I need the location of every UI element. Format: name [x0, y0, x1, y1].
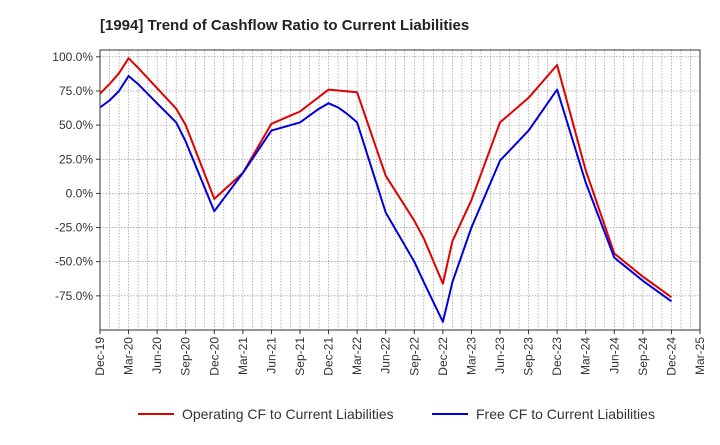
x-tick-label: Mar-23 [464, 337, 478, 375]
x-tick-label: Mar-21 [236, 337, 250, 375]
y-tick-label: 75.0% [59, 84, 93, 98]
x-tick-label: Dec-24 [664, 337, 678, 376]
legend-label-2: Free CF to Current Liabilities [476, 406, 655, 422]
y-tick-label: -50.0% [55, 255, 93, 269]
y-tick-label: 0.0% [66, 186, 94, 200]
x-tick-label: Dec-23 [550, 337, 564, 376]
x-tick-label: Sep-24 [636, 337, 650, 376]
x-tick-label: Mar-22 [350, 337, 364, 375]
x-tick-label: Dec-22 [436, 337, 450, 376]
plot-frame [99, 49, 701, 331]
x-tick-label: Sep-22 [407, 337, 421, 376]
y-tick-label: -75.0% [55, 289, 93, 303]
chart-title: [1994] Trend of Cashflow Ratio to Curren… [100, 17, 469, 34]
x-tick-label: Jun-21 [264, 337, 278, 374]
legend-label-1: Operating CF to Current Liabilities [182, 406, 394, 422]
x-tick-label: Sep-20 [179, 337, 193, 376]
x-tick-label: Dec-21 [322, 337, 336, 376]
x-tick-label: Dec-20 [207, 337, 221, 376]
y-tick-label: 100.0% [52, 50, 93, 64]
x-tick-label: Mar-20 [122, 337, 136, 375]
x-tick-label: Mar-25 [693, 337, 707, 375]
y-tick-label: 50.0% [59, 118, 93, 132]
x-tick-label: Jun-24 [607, 337, 621, 374]
x-tick-label: Jun-23 [493, 337, 507, 374]
x-tick-label: Dec-19 [93, 337, 107, 376]
series-line-2 [99, 75, 672, 323]
x-tick-label: Sep-23 [522, 337, 536, 376]
x-tick-label: Mar-24 [579, 337, 593, 375]
y-tick-label: -25.0% [55, 221, 93, 235]
x-tick-label: Jun-20 [150, 337, 164, 374]
series-line-1 [99, 57, 672, 299]
x-tick-label: Jun-22 [379, 337, 393, 374]
x-tick-label: Sep-21 [293, 337, 307, 376]
y-tick-label: 25.0% [59, 152, 93, 166]
